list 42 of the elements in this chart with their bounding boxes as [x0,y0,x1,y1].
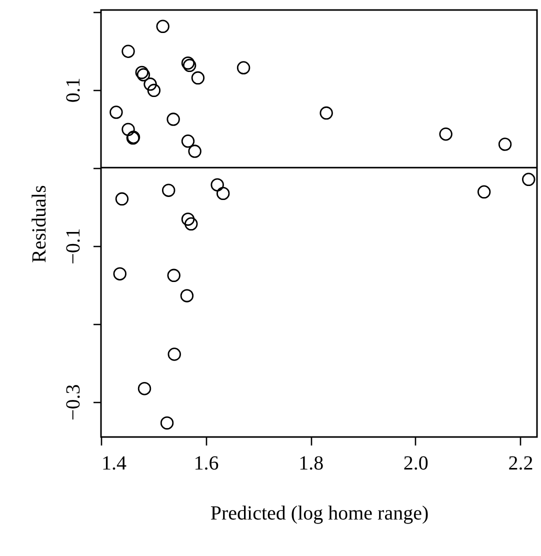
point [182,58,196,72]
point [156,20,170,33]
x-tick-label: 2.2 [508,452,534,474]
point [162,184,176,197]
y-tick-label: −0.1 [62,228,84,264]
point [498,138,512,151]
point [439,128,452,141]
point [160,416,174,430]
y-axis-title: Residuals [28,184,50,263]
x-tick-label: 1.6 [194,452,219,474]
point [122,122,135,136]
point [210,178,224,192]
point [167,268,180,282]
point [191,71,205,85]
point [216,186,230,200]
point [181,56,195,70]
point [180,289,194,302]
point [188,144,202,158]
point [138,382,152,396]
point [477,185,491,198]
x-tick-label: 1.4 [102,452,126,474]
point [135,66,148,80]
point [320,106,333,120]
x-tick-label: 2.0 [403,452,428,474]
point [144,78,157,91]
point [522,172,536,186]
point [236,61,250,74]
point [168,348,181,361]
point [136,68,150,82]
point [147,84,161,98]
point [181,134,195,148]
y-tick-label: −0.3 [62,384,84,421]
point [115,192,129,206]
x-tick-label: 1.8 [298,452,324,474]
point [113,267,126,280]
y-tick-label: 0.1 [62,78,84,103]
x-axis-title: Predicted (log home range) [210,502,429,524]
point [122,44,135,58]
point [110,106,123,119]
point [181,212,195,226]
point [184,217,198,230]
point [166,112,180,126]
